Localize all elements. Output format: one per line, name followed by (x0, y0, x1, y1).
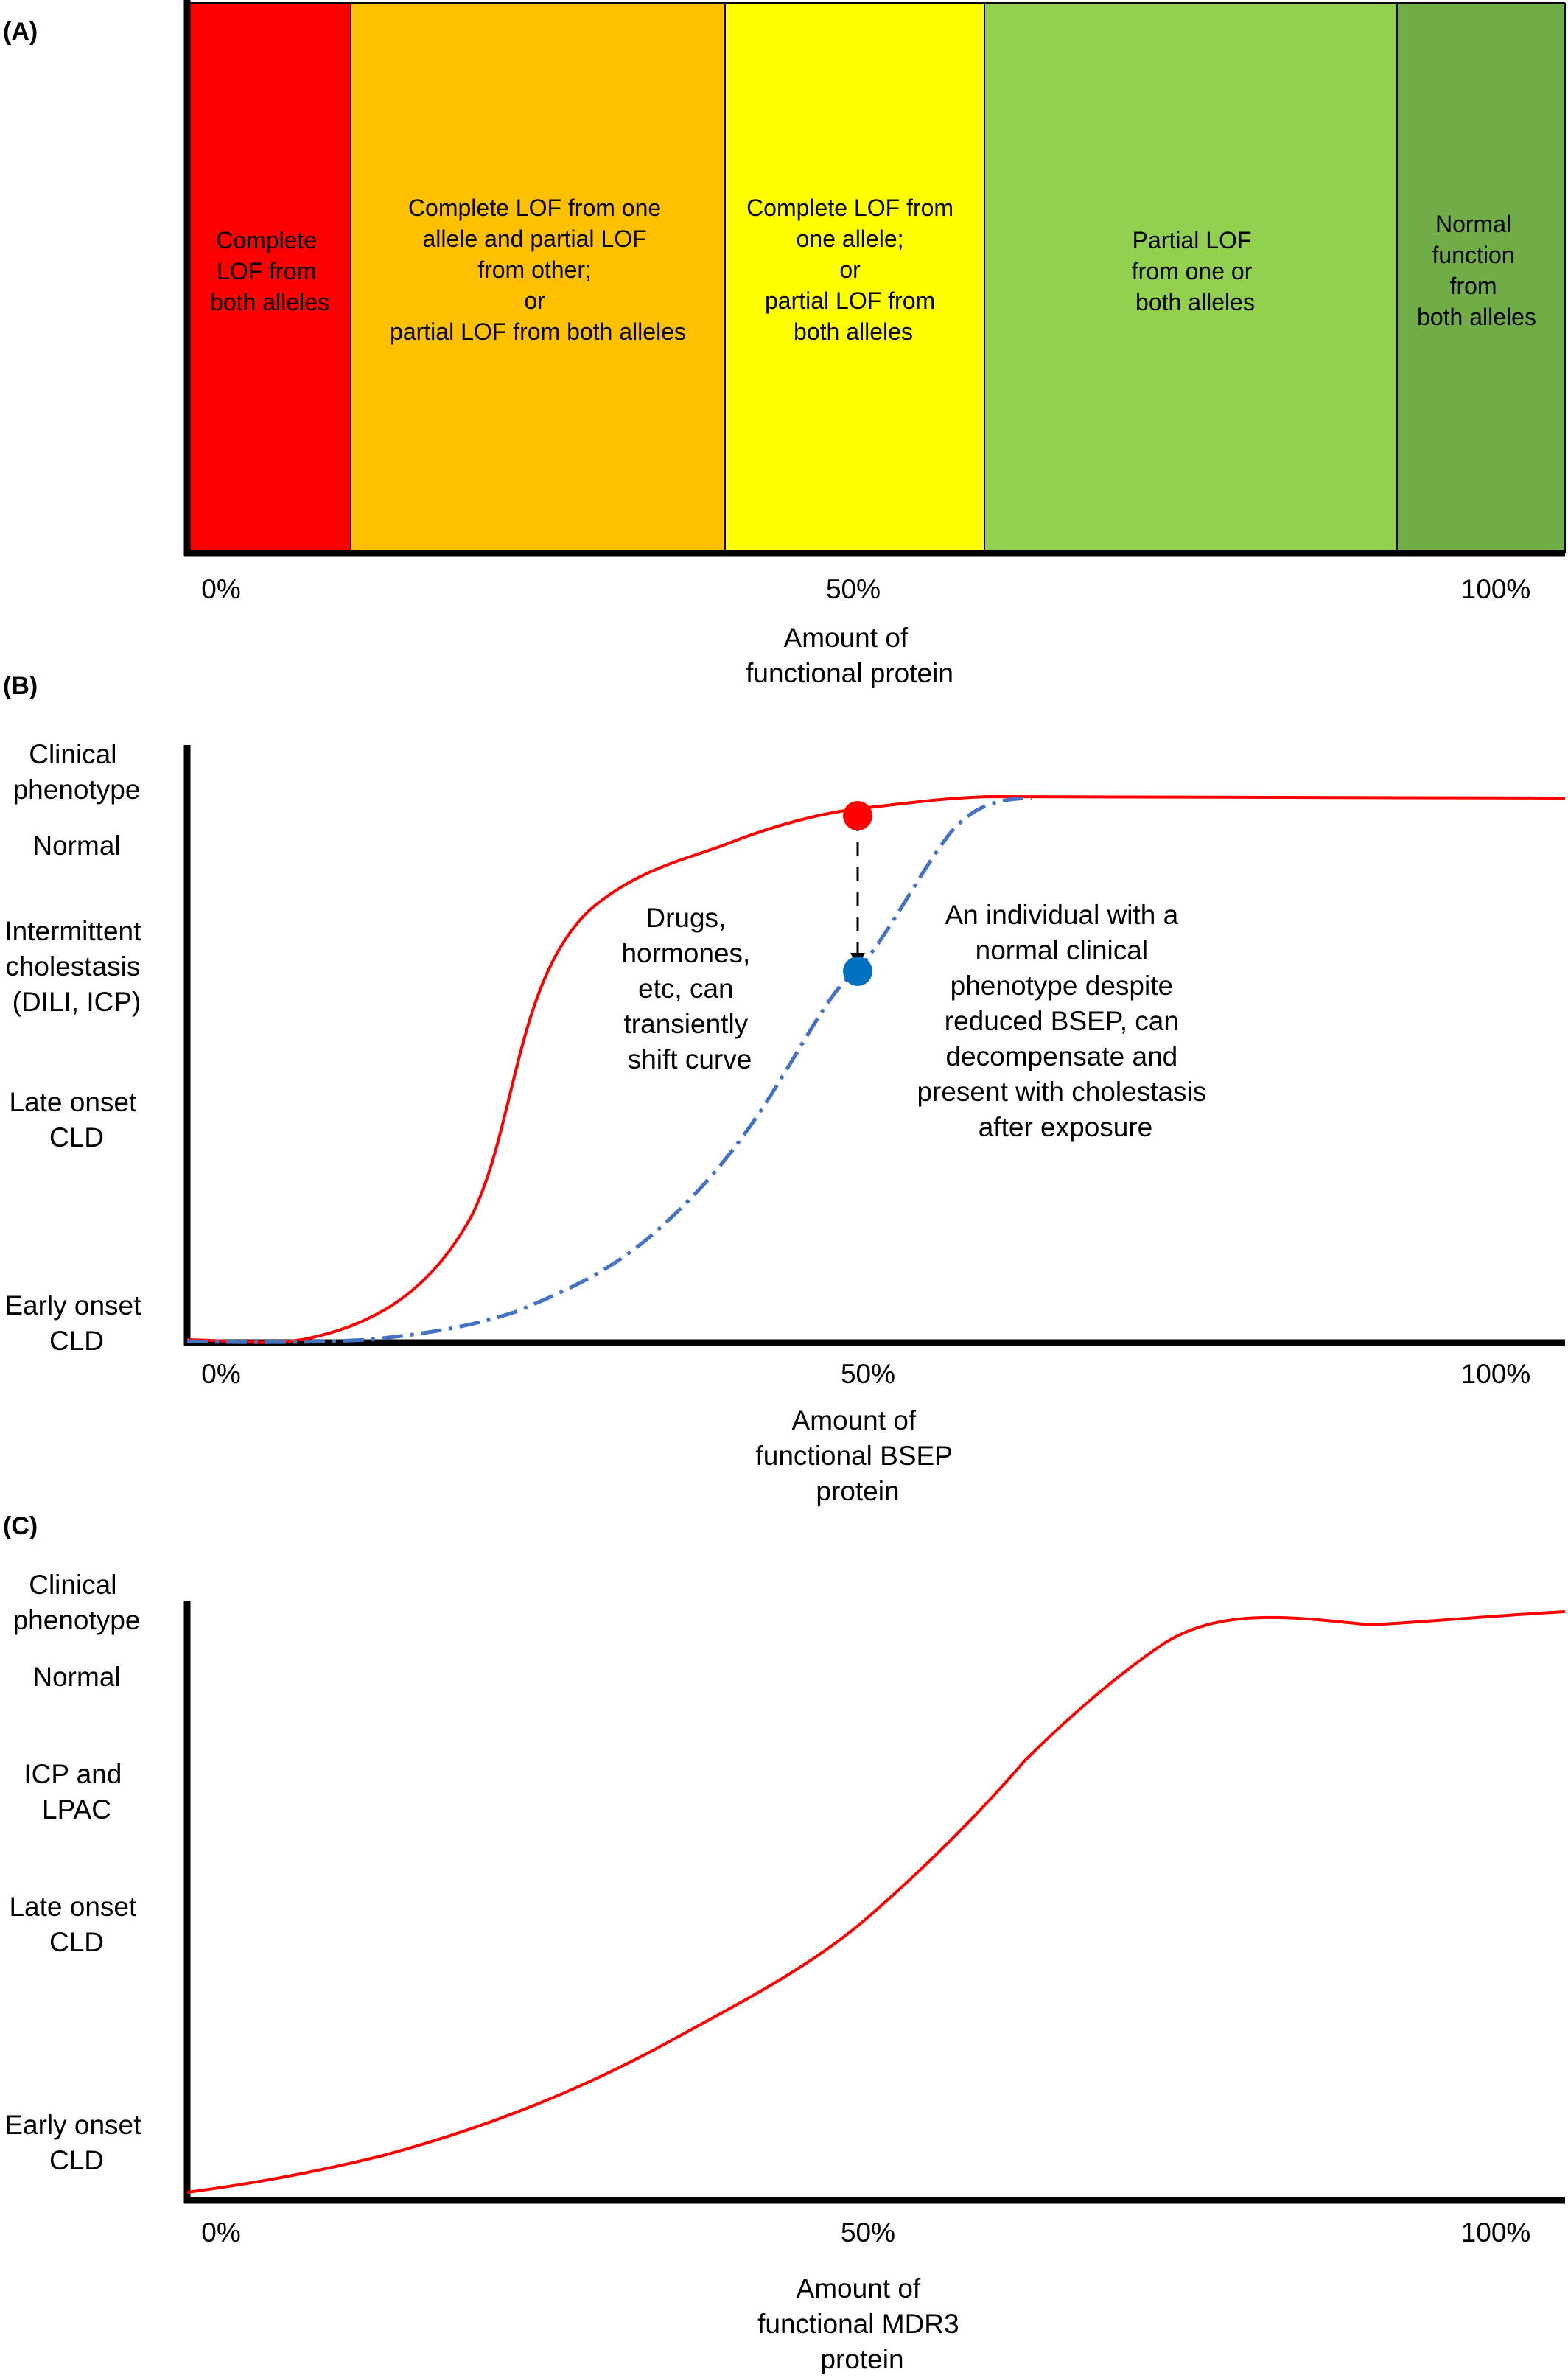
panel-b-label: (B) (3, 672, 38, 700)
band-one-allele-lof (725, 3, 984, 553)
band-label: Complete LOF from one allele; or partial… (746, 195, 960, 345)
blue-dashed-curve (186, 796, 1032, 1344)
band-label: Complete LOF from both alleles (210, 227, 329, 315)
panel-c: (C) Clinical phenotype Normal ICP and LP… (3, 1512, 1566, 2374)
annotation-left: Drugs, hormones, etc, can transiently sh… (621, 903, 757, 1074)
mdr3-curve (186, 1610, 1566, 2194)
x-axis-label: Amount of functional BSEP protein (756, 1405, 960, 1506)
band-normal-function (1397, 3, 1565, 553)
x-axis-label: Amount of functional MDR3 protein (757, 2273, 967, 2374)
y-category: Clinical phenotype (13, 1570, 141, 1635)
y-category: Early onset CLD (4, 1290, 148, 1356)
y-category: Normal (32, 1662, 120, 1692)
panel-a: (A) Complete LOF from both alleles Compl… (3, 0, 1566, 688)
annotation-right: An individual with a normal clinical phe… (917, 900, 1214, 1142)
tick-50: 50% (826, 574, 881, 604)
x-axis-label: Amount of functional protein (746, 623, 953, 688)
tick-50: 50% (841, 2217, 895, 2248)
band-label: Partial LOF from one or both alleles (1132, 227, 1259, 315)
blue-point (843, 957, 872, 986)
y-category: Late onset CLD (9, 1892, 144, 1957)
panel-a-label: (A) (3, 18, 38, 46)
panel-b: (B) Clinical phenotype Normal Intermitte… (3, 672, 1566, 1506)
tick-100: 100% (1461, 1359, 1531, 1389)
panel-c-label: (C) (3, 1512, 38, 1540)
band-complete-lof (187, 3, 351, 553)
y-category: Late onset CLD (9, 1087, 144, 1153)
y-category: Early onset CLD (4, 2110, 148, 2175)
band-complete-partial-lof (351, 3, 725, 553)
tick-0: 0% (201, 2217, 240, 2248)
tick-0: 0% (201, 574, 240, 604)
band-label: Normal function from both alleles (1417, 211, 1536, 330)
red-point (843, 801, 872, 830)
tick-0: 0% (201, 1359, 240, 1389)
band-label: Complete LOF from one allele and partial… (390, 195, 686, 345)
tick-100: 100% (1461, 574, 1531, 604)
band-partial-lof (984, 3, 1397, 553)
tick-100: 100% (1461, 2217, 1531, 2248)
red-curve (186, 794, 1566, 1344)
y-category: ICP and LPAC (24, 1759, 129, 1825)
y-category: Clinical phenotype (13, 739, 141, 805)
y-category: Intermittent cholestasis (DILI, ICP) (4, 916, 148, 1017)
y-category: Normal (32, 830, 120, 861)
tick-50: 50% (841, 1359, 895, 1389)
